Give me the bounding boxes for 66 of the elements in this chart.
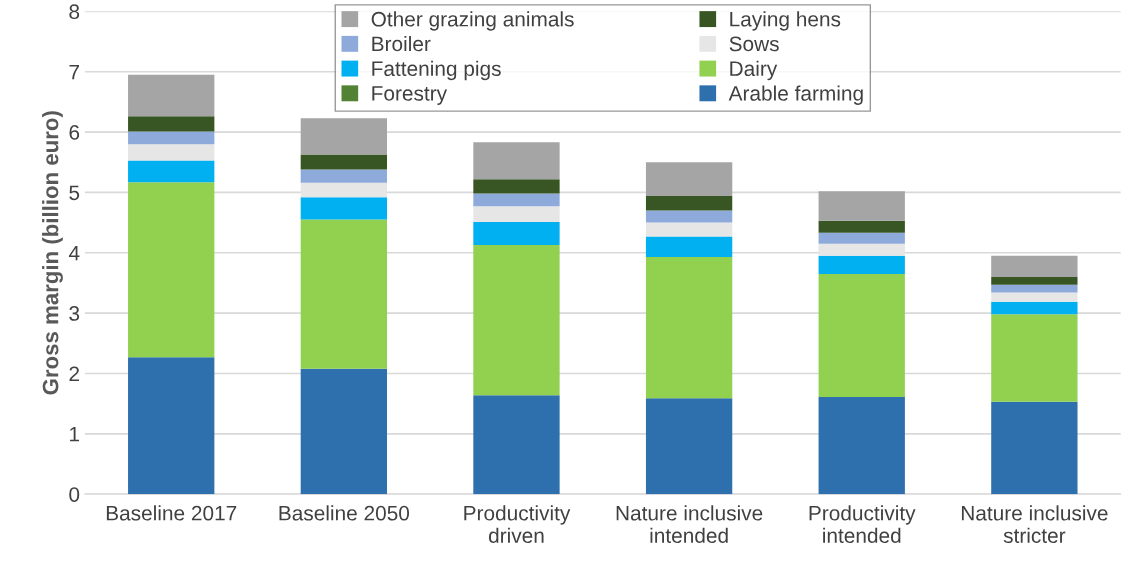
bar [300, 197, 387, 220]
bar [645, 196, 733, 211]
bar [991, 314, 1078, 402]
bar [645, 398, 733, 495]
legend-label: Broiler [372, 35, 431, 52]
bar [818, 273, 905, 397]
bar [473, 179, 560, 194]
bar [128, 144, 215, 161]
y-axis-title: Gross margin (billion euro) [42, 111, 63, 395]
bar [818, 397, 905, 495]
y-tick-label: 7 [69, 64, 79, 80]
bar [473, 244, 560, 396]
bar [128, 74, 215, 117]
x-tick-label: Productivity driven [464, 505, 571, 544]
bar [991, 276, 1078, 285]
bar [818, 220, 905, 233]
bar [300, 368, 387, 495]
x-tick-label: Nature inclusive intended [616, 505, 763, 544]
bar [991, 301, 1078, 315]
y-tick-label: 8 [69, 4, 80, 20]
legend-label: Laying hens [730, 11, 841, 31]
y-tick-label: 1 [70, 427, 80, 442]
bar [991, 292, 1078, 302]
bar [818, 232, 905, 244]
bar [128, 357, 215, 495]
bar [473, 221, 560, 245]
bar [645, 162, 733, 197]
bar [645, 256, 733, 399]
bar [473, 193, 560, 207]
legend-label: Forestry [372, 86, 448, 105]
bar [300, 118, 387, 155]
x-tick-label: Baseline 2050 [279, 505, 410, 521]
x-tick-label: Nature inclusive stricter [961, 505, 1108, 544]
bar [473, 206, 560, 222]
bar [645, 210, 733, 223]
bar [300, 154, 387, 170]
bar [300, 219, 387, 369]
bar [991, 284, 1078, 293]
y-tick-label: 3 [69, 306, 80, 321]
legend-label: Fattening pigs [372, 60, 501, 81]
bar [473, 142, 560, 180]
x-tick-label: Productivity intended [809, 505, 916, 544]
bar [128, 116, 215, 132]
bar [128, 160, 215, 183]
legend-label: Arable farming [728, 85, 863, 105]
legend-label: Other grazing animals [371, 11, 574, 31]
legend-label: Dairy [730, 60, 778, 81]
y-tick-label: 0 [69, 487, 80, 502]
bar [991, 255, 1078, 277]
y-tick-label: 2 [69, 366, 79, 382]
bar [128, 182, 215, 358]
y-tick-label: 6 [69, 125, 80, 140]
y-tick-label: 5 [69, 185, 80, 201]
y-tick-label: 4 [68, 245, 80, 261]
bar [645, 236, 733, 257]
bar [300, 169, 387, 183]
bar [818, 243, 905, 256]
bar [645, 222, 733, 237]
bar [300, 182, 387, 198]
bar [818, 255, 905, 274]
legend-label: Sows [729, 36, 779, 52]
bar [128, 131, 215, 145]
bar [818, 191, 905, 221]
bar [991, 401, 1078, 495]
x-tick-label: Baseline 2017 [106, 505, 237, 521]
bar [473, 395, 560, 495]
